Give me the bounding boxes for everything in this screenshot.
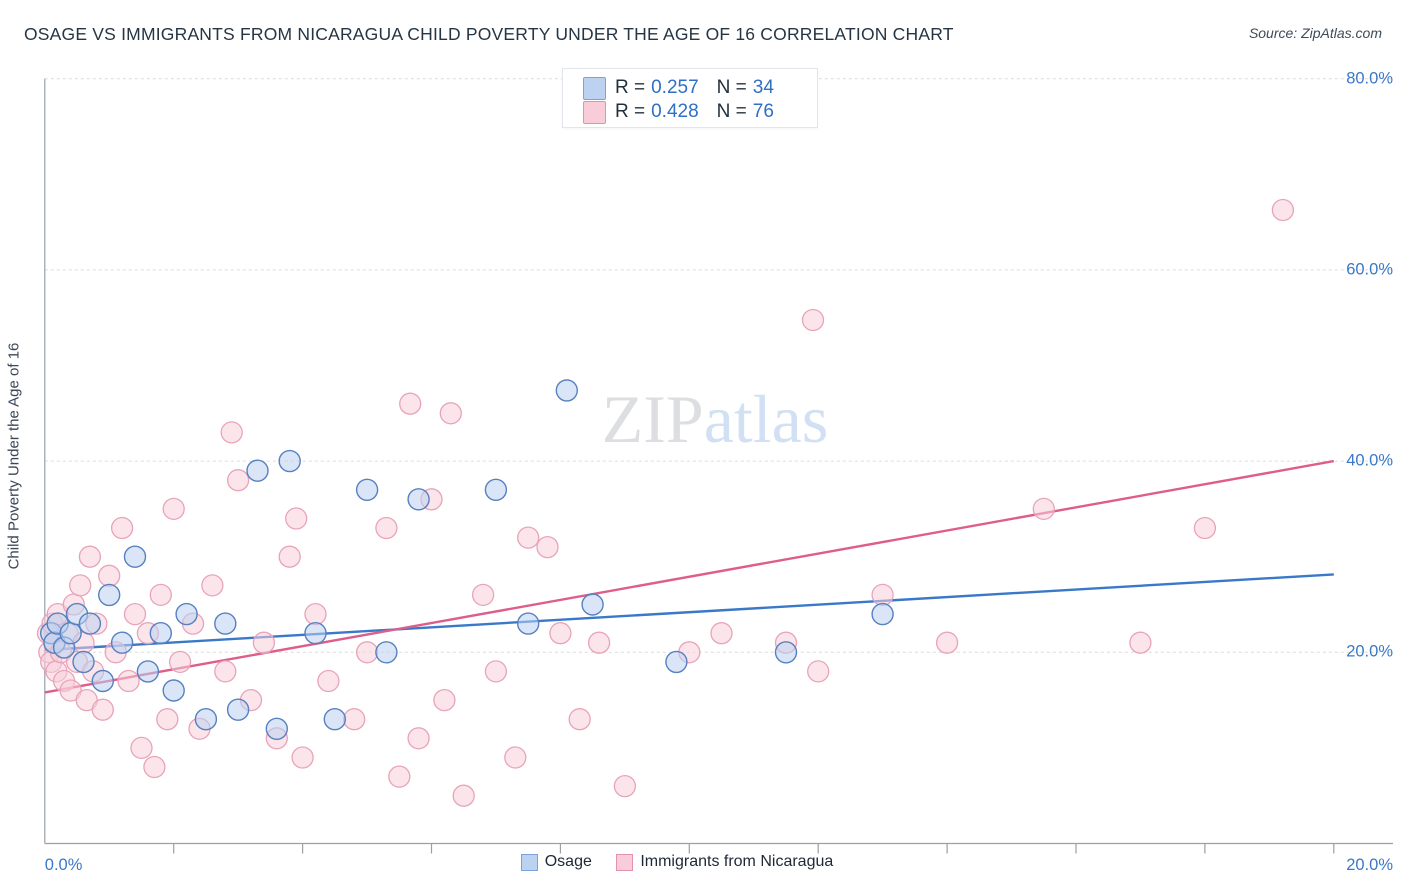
- svg-text:ZIPatlas: ZIPatlas: [602, 381, 829, 457]
